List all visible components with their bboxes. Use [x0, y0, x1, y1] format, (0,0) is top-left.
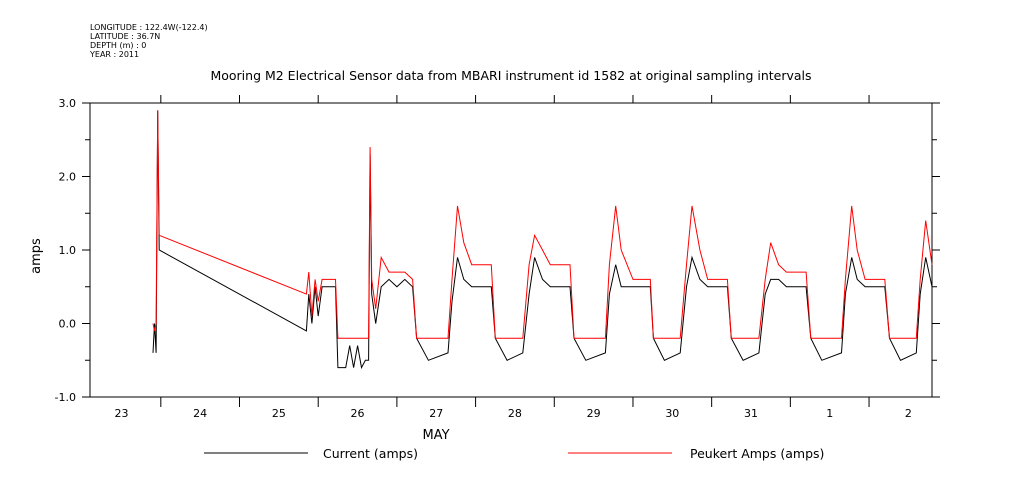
- x-axis-title: MAY: [422, 428, 449, 443]
- chart-title: Mooring M2 Electrical Sensor data from M…: [210, 68, 811, 83]
- y-tick-label-4: -1.0: [55, 391, 76, 404]
- meta-latitude: LATITUDE : 36.7N: [90, 32, 160, 41]
- x-axis: 23 24 25 26 27 28 29 30 31 1 2: [114, 95, 912, 420]
- x-tick-label-6: 29: [587, 407, 601, 420]
- x-tick-label-3: 26: [351, 407, 365, 420]
- meta-depth: DEPTH (m) : 0: [90, 41, 146, 50]
- x-tick-label-2: 25: [272, 407, 286, 420]
- x-tick-label-9: 1: [826, 407, 833, 420]
- y-axis-title: amps: [29, 238, 44, 274]
- legend: Current (amps) Peukert Amps (amps): [204, 446, 824, 461]
- x-tick-label-10: 2: [905, 407, 912, 420]
- legend-label-current: Current (amps): [323, 446, 418, 461]
- series-layer: [152, 110, 933, 370]
- y-tick-label-0: 3.0: [59, 97, 77, 110]
- meta-longitude: LONGITUDE : 122.4W(-122.4): [90, 23, 208, 32]
- series-line-0: [152, 110, 933, 370]
- y-axis: 3.0 2.0 1.0 0.0 -1.0: [55, 97, 940, 404]
- x-tick-label-4: 27: [429, 407, 443, 420]
- y-tick-label-1: 2.0: [59, 171, 77, 184]
- x-tick-label-8: 31: [744, 407, 758, 420]
- x-tick-label-0: 23: [114, 407, 128, 420]
- meta-year: YEAR : 2011: [89, 50, 139, 59]
- legend-label-peukert: Peukert Amps (amps): [690, 446, 824, 461]
- plot-frame: [89, 102, 933, 398]
- x-tick-label-1: 24: [193, 407, 207, 420]
- x-tick-label-7: 30: [665, 407, 679, 420]
- series-line-1: [152, 110, 933, 339]
- y-tick-label-2: 1.0: [59, 244, 77, 257]
- y-tick-label-3: 0.0: [59, 318, 77, 331]
- x-tick-label-5: 28: [508, 407, 522, 420]
